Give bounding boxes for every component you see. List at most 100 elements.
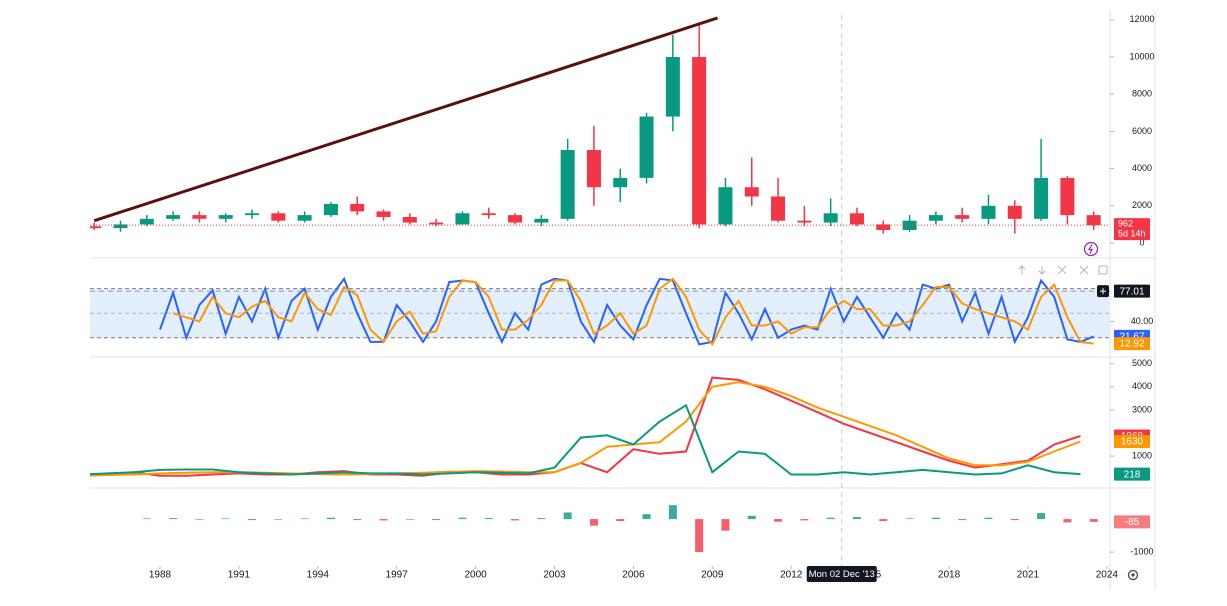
candle-body bbox=[560, 150, 575, 219]
histogram-bar bbox=[248, 519, 257, 521]
histogram-bar bbox=[1010, 519, 1019, 521]
x-tick-label: 1991 bbox=[228, 570, 251, 581]
candle-body bbox=[718, 187, 733, 225]
candle-body bbox=[876, 224, 891, 230]
series-line bbox=[90, 376, 1081, 477]
x-tick-label: 2003 bbox=[543, 570, 566, 581]
candle-body bbox=[1086, 215, 1101, 226]
crosshair-add-icon bbox=[1100, 288, 1106, 295]
last-value-box bbox=[1114, 467, 1150, 481]
collapse-icon[interactable] bbox=[1079, 265, 1089, 275]
last-value-box bbox=[1114, 515, 1150, 529]
candle-body bbox=[139, 218, 154, 225]
candle-body bbox=[613, 177, 628, 188]
candle-body bbox=[744, 187, 759, 197]
histogram-bar bbox=[300, 518, 309, 520]
pane-controls[interactable] bbox=[1018, 265, 1108, 275]
settings-icon[interactable] bbox=[1127, 569, 1139, 581]
histogram-bar bbox=[931, 517, 940, 520]
histogram-bar bbox=[1063, 519, 1072, 523]
histogram-bar bbox=[458, 517, 467, 520]
histogram-bar bbox=[563, 512, 572, 520]
candle-body bbox=[323, 203, 338, 216]
move-up-icon[interactable] bbox=[1018, 265, 1026, 274]
series-line bbox=[90, 381, 1081, 477]
candle-body bbox=[665, 57, 680, 117]
y-tick-label: 4000 bbox=[1132, 381, 1152, 391]
series-line bbox=[172, 277, 1094, 347]
y-tick-label: 10000 bbox=[1129, 51, 1154, 61]
candle-body bbox=[1007, 205, 1022, 219]
histogram-bar bbox=[405, 519, 414, 520]
lines bbox=[90, 276, 1110, 347]
last-value: 12.92 bbox=[1119, 339, 1144, 350]
candle-body bbox=[455, 213, 470, 225]
candle-body bbox=[508, 215, 523, 223]
x-tick-label: 2021 bbox=[1017, 570, 1040, 581]
crosshair-date-box bbox=[806, 566, 877, 582]
candle-body bbox=[692, 57, 707, 225]
y-tick-label: 5000 bbox=[1132, 358, 1152, 368]
candle-body bbox=[955, 215, 970, 219]
close-icon[interactable] bbox=[1057, 265, 1067, 275]
last-value: -85 bbox=[1125, 517, 1140, 528]
last-price: 962 bbox=[1118, 218, 1133, 228]
y-tick-label: 0 bbox=[1139, 237, 1144, 247]
histogram-bar bbox=[221, 518, 230, 520]
histogram-bar bbox=[1037, 513, 1046, 520]
candle-body bbox=[192, 215, 207, 219]
candle-body bbox=[271, 213, 286, 221]
candle-body bbox=[849, 213, 864, 225]
x-tick-label: 1988 bbox=[149, 570, 172, 581]
candle-body bbox=[1034, 177, 1049, 219]
bars bbox=[142, 505, 1098, 553]
candle-body bbox=[429, 222, 444, 225]
series-line bbox=[90, 403, 1081, 476]
last-value: 21.67 bbox=[1119, 332, 1144, 343]
candle-body bbox=[218, 215, 233, 219]
histogram-bar bbox=[984, 517, 993, 520]
candle-body bbox=[402, 216, 417, 223]
histogram-bar bbox=[800, 519, 809, 521]
candles bbox=[90, 23, 1101, 234]
lines bbox=[90, 376, 1081, 477]
y-tick-label: 4000 bbox=[1132, 163, 1152, 173]
histogram-bar bbox=[379, 519, 388, 521]
y-tick-label: 40.00 bbox=[1131, 316, 1154, 326]
histogram-bar bbox=[537, 518, 546, 520]
y-tick-label: 12000 bbox=[1129, 14, 1154, 24]
y-tick-label: 1000 bbox=[1132, 450, 1152, 460]
last-value-box bbox=[1114, 435, 1150, 449]
candle-body bbox=[481, 213, 496, 216]
histogram-bar bbox=[958, 519, 967, 521]
candle-body bbox=[928, 215, 943, 221]
last-value: 218 bbox=[1124, 469, 1141, 480]
maximize-icon[interactable] bbox=[1098, 265, 1108, 275]
histogram-bar bbox=[879, 519, 888, 522]
candle-body bbox=[113, 224, 128, 229]
histogram-bar bbox=[195, 519, 204, 520]
histogram-bar bbox=[484, 518, 493, 520]
candle-body bbox=[297, 215, 312, 221]
histogram-bar bbox=[169, 518, 178, 520]
candle-body bbox=[534, 218, 549, 223]
y-tick-label: 6000 bbox=[1132, 126, 1152, 136]
histogram-bar bbox=[668, 505, 677, 520]
move-down-icon[interactable] bbox=[1038, 266, 1046, 275]
histogram-bar bbox=[326, 517, 335, 520]
histogram-bar bbox=[1089, 519, 1098, 522]
histogram-bar bbox=[353, 519, 362, 521]
crosshair-value: 77.01 bbox=[1119, 286, 1144, 297]
last-price-box bbox=[1114, 218, 1150, 241]
histogram-bar bbox=[432, 519, 441, 521]
candle-body bbox=[771, 196, 786, 221]
histogram-bar bbox=[142, 518, 151, 520]
histogram-bar bbox=[721, 519, 730, 531]
histogram-bar bbox=[774, 519, 783, 522]
x-tick-label: 2018 bbox=[938, 570, 961, 581]
alert-icon[interactable] bbox=[1083, 241, 1099, 257]
candle-body bbox=[586, 150, 601, 188]
candle-body bbox=[166, 215, 181, 219]
histogram-bar bbox=[826, 517, 835, 520]
histogram-bar bbox=[511, 519, 520, 521]
